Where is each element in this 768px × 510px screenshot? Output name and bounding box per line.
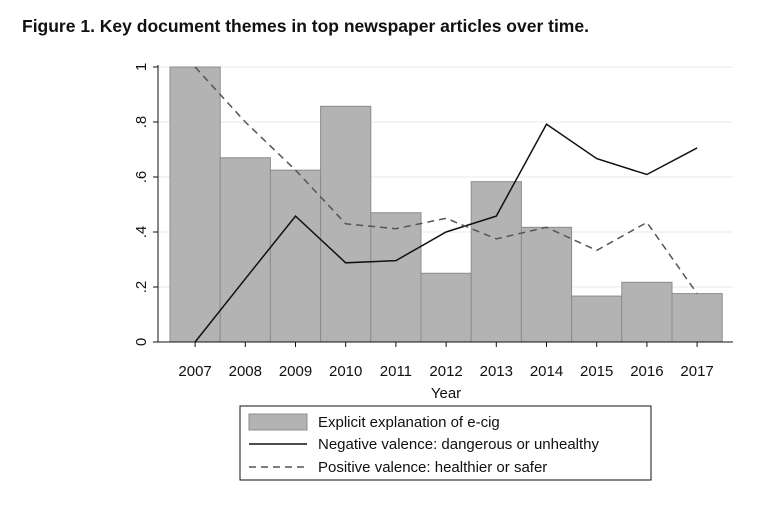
x-tick-label: 2013 — [480, 363, 513, 380]
bar-2008 — [219, 157, 271, 343]
y-tick-label: 0 — [133, 338, 150, 346]
y-tick-label: .2 — [133, 281, 150, 294]
axes: 0 .2 .4 .6 .8 1 2007 2008 2009 2010 2011 2012 2013 20… — [133, 63, 733, 402]
legend-label: Positive valence: healthier or safer — [318, 459, 547, 476]
legend-swatch-bar — [248, 413, 308, 431]
legend-box — [239, 405, 652, 481]
x-tick-label: 2017 — [680, 363, 713, 380]
y-tick-label: .6 — [133, 171, 150, 184]
bar-2013 — [470, 181, 522, 343]
x-tick-label: 2014 — [530, 363, 563, 380]
x-tick-label: 2011 — [380, 363, 412, 380]
bar-series — [169, 66, 723, 343]
bar-2015 — [571, 295, 623, 343]
legend: Explicit explanation of e-cig Negative va… — [239, 405, 652, 481]
x-tick-label: 2008 — [229, 363, 262, 380]
line-series — [194, 66, 698, 343]
legend-label: Negative valence: dangerous or unhealthy — [318, 436, 600, 453]
x-tick-label: 2016 — [630, 363, 663, 380]
x-tick-label: 2010 — [329, 363, 362, 380]
negative-valence-line — [194, 123, 698, 343]
bar-2014 — [520, 226, 573, 343]
positive-valence-line — [194, 66, 698, 295]
figure-title: Figure 1. Key document themes in top new… — [22, 16, 589, 36]
bar-2016 — [621, 281, 673, 343]
bar-2007 — [169, 66, 221, 343]
x-axis-title: Year — [431, 385, 461, 402]
x-tick-label: 2009 — [279, 363, 312, 380]
y-tick-label: .4 — [133, 226, 150, 239]
legend-label: Explicit explanation of e-cig — [318, 414, 500, 431]
x-tick-label: 2015 — [580, 363, 613, 380]
y-tick-label: .8 — [133, 116, 150, 129]
x-tick-label: 2012 — [429, 363, 462, 380]
bar-2017 — [671, 293, 723, 343]
bar-2011 — [370, 212, 422, 343]
y-tick-label: 1 — [133, 63, 150, 71]
x-tick-label: 2007 — [178, 363, 211, 380]
bar-2012 — [420, 272, 472, 343]
bar-2009 — [269, 169, 322, 343]
